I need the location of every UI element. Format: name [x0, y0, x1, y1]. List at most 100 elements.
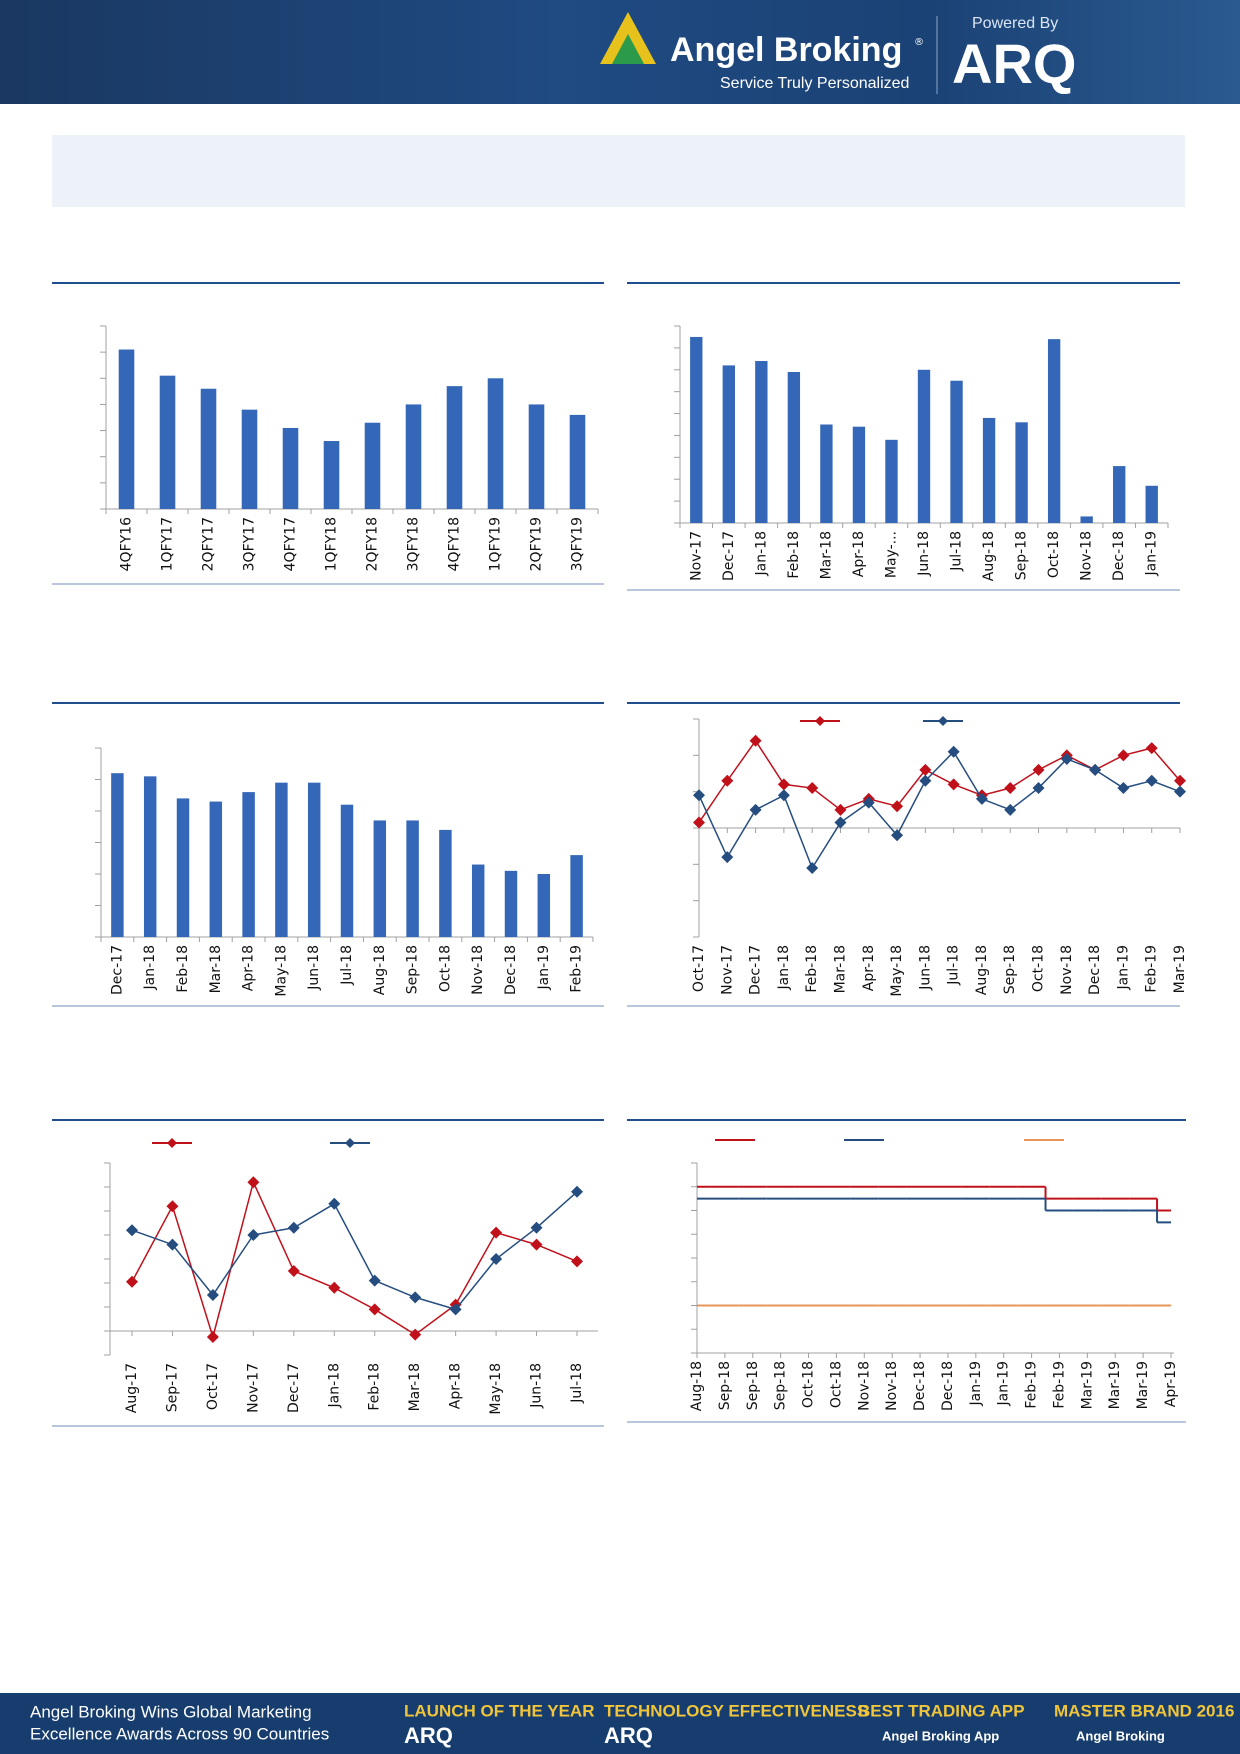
x-tick-label: Mar-18 — [208, 945, 224, 993]
x-tick-label: Apr-18 — [861, 945, 877, 991]
registered: ® — [914, 37, 924, 48]
point — [206, 1331, 219, 1343]
bar — [159, 375, 176, 509]
point — [749, 734, 762, 747]
tagline: Service Truly Personalized — [720, 75, 909, 92]
point — [891, 800, 904, 813]
x-tick-label: May-18 — [273, 945, 289, 997]
bar — [852, 426, 866, 523]
bar — [118, 349, 135, 509]
x-tick-label: Mar-19 — [1107, 1361, 1123, 1409]
x-tick-label: Jun-18 — [529, 1363, 545, 1409]
x-tick-label: Jun-18 — [917, 945, 933, 991]
x-tick-label: Sep-18 — [1002, 945, 1018, 994]
x-tick-label: 1QFY19 — [488, 517, 504, 571]
x-tick-label: Aug-17 — [124, 1363, 140, 1413]
point — [490, 1253, 503, 1265]
x-tick-label: Jul-18 — [569, 1363, 585, 1404]
bar — [1080, 516, 1093, 523]
brand: Angel Broking — [670, 31, 902, 69]
bar — [307, 782, 321, 937]
bar — [1047, 339, 1061, 523]
point — [328, 1197, 341, 1210]
x-tick-label: Oct-18 — [437, 945, 453, 992]
point — [1089, 763, 1102, 776]
x-tick-label: Dec-17 — [721, 531, 737, 581]
point — [1004, 782, 1017, 795]
award-sub: ARQ — [404, 1723, 453, 1748]
x-tick-label: 2QFY17 — [201, 517, 217, 571]
header-graphics: Angel Broking ® Service Truly Personaliz… — [600, 12, 1076, 95]
point — [126, 1275, 138, 1288]
x-tick-label: 4QFY17 — [283, 517, 299, 571]
header: Angel Broking ® Service Truly Personaliz… — [0, 0, 1240, 104]
point — [368, 1274, 381, 1287]
x-tick-label: 3QFY18 — [406, 517, 422, 571]
x-tick-label: Feb-19 — [1024, 1361, 1040, 1409]
point — [1032, 782, 1045, 795]
x-tick-label: 1QFY18 — [324, 517, 340, 571]
point — [166, 1200, 179, 1213]
point — [126, 1224, 138, 1237]
bar — [537, 874, 551, 937]
x-tick-label: Dec-18 — [912, 1361, 928, 1411]
x-tick-label: 1QFY17 — [160, 517, 176, 571]
x-tick-label: Nov-17 — [688, 531, 704, 581]
x-tick-label: Apr-18 — [851, 531, 867, 577]
x-tick-label: 3QFY17 — [242, 517, 258, 571]
x-tick-label: Mar-19 — [1172, 945, 1188, 993]
x-tick-label: Feb-18 — [804, 945, 820, 993]
point — [919, 763, 932, 776]
x-tick-label: Jun-18 — [306, 945, 322, 991]
series-line — [131, 1179, 578, 1340]
bar — [755, 361, 768, 523]
point — [247, 1176, 260, 1189]
bar — [241, 409, 258, 509]
legend-symbol — [815, 716, 825, 726]
bar — [373, 820, 387, 937]
bar — [722, 365, 735, 523]
point — [1060, 752, 1073, 765]
x-tick-label: Dec-18 — [940, 1361, 956, 1411]
bar — [143, 776, 157, 937]
x-tick-label: Mar-18 — [832, 945, 848, 993]
x-tick-label: Apr-18 — [241, 945, 257, 991]
bar — [471, 864, 485, 937]
point — [1145, 742, 1158, 755]
bar — [950, 380, 963, 523]
point — [409, 1291, 422, 1304]
x-tick-label: May-... — [883, 531, 899, 578]
legend-symbol — [167, 1138, 177, 1148]
footer-headline: Excellence Awards Across 90 Countries — [30, 1724, 329, 1743]
x-tick-label: 2QFY18 — [365, 517, 381, 571]
x-tick-label: Nov-17 — [719, 945, 735, 995]
bar — [405, 404, 422, 509]
x-tick-label: Oct-17 — [205, 1363, 221, 1410]
x-tick-label: Sep-17 — [164, 1363, 180, 1412]
point — [1145, 774, 1158, 787]
point — [947, 778, 960, 791]
footer-headline: Angel Broking Wins Global Marketing — [30, 1702, 312, 1721]
x-tick-label: Sep-18 — [773, 1361, 789, 1410]
x-tick-label: Feb-18 — [367, 1363, 383, 1411]
point — [571, 1185, 583, 1198]
x-tick-label: Jun-18 — [916, 531, 932, 577]
x-tick-label: 4QFY16 — [119, 517, 135, 571]
x-tick-label: Apr-18 — [448, 1363, 464, 1409]
bar — [528, 404, 545, 509]
x-tick-label: Feb-19 — [1144, 945, 1160, 993]
point — [975, 792, 988, 805]
x-tick-label: Sep-18 — [745, 1361, 761, 1410]
point — [834, 816, 847, 829]
x-tick-label: Sep-18 — [717, 1361, 733, 1410]
bar — [487, 378, 504, 509]
legend-symbol — [938, 716, 948, 726]
x-tick-label: Nov-18 — [856, 1361, 872, 1411]
bar — [323, 441, 340, 509]
bar — [1113, 466, 1126, 523]
charts: 4QFY16 1QFY17 2QFY17 3QFY17 4QFY17 1QFY18 2QFY… — [52, 282, 1188, 1427]
x-tick-label: Aug-18 — [974, 945, 990, 995]
bar — [820, 424, 833, 523]
x-tick-label: Jan-18 — [753, 531, 769, 576]
bar — [570, 855, 583, 937]
